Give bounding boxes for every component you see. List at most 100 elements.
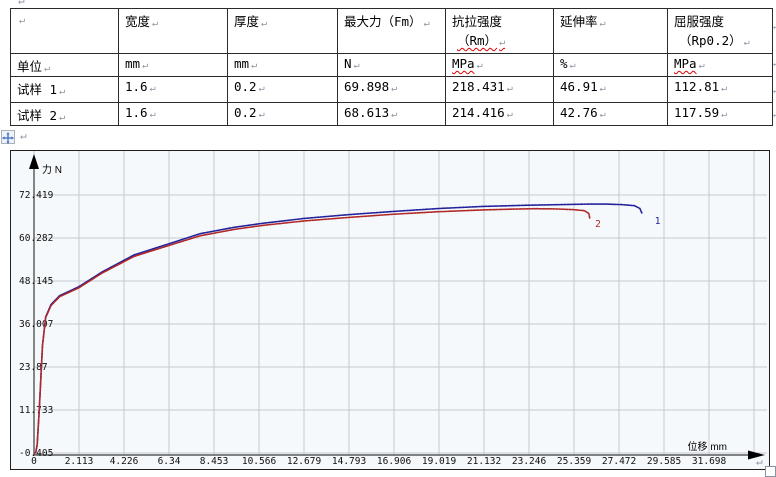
- header-cell[interactable]: 厚度 ↵: [227, 8, 338, 54]
- grid-lines: [33, 151, 767, 455]
- header-cell[interactable]: 屈服强度 （Rp0.2） ↵: [667, 8, 773, 54]
- cell-text: 68.613: [344, 105, 390, 120]
- resize-handle-square[interactable]: [765, 466, 776, 477]
- curve-label-2: 2: [595, 219, 601, 230]
- y-tick-label: 11.733: [19, 405, 53, 416]
- axes: [29, 154, 765, 460]
- x-tick-label: 0: [31, 456, 37, 467]
- header-text: 屈服强度: [674, 14, 725, 29]
- end-of-cell-mark: ↵: [251, 60, 258, 71]
- end-of-cell-mark: ↵: [721, 83, 728, 94]
- end-of-cell-mark: ↵: [44, 63, 51, 74]
- end-of-cell-mark: ↵: [743, 37, 750, 48]
- value-cell[interactable]: 68.613 ↵: [337, 102, 446, 126]
- header-cell[interactable]: 宽度 ↵: [118, 8, 228, 54]
- cell-text: 试样 1: [17, 82, 58, 97]
- tick-labels: 72.419 60.282 48.145 36.007 23.87 11.733 -0.40…: [19, 190, 727, 467]
- header-text: （Rm） ↵: [457, 33, 506, 48]
- header-cell[interactable]: 抗拉强度 （Rm） ↵: [445, 8, 554, 54]
- paragraph-mark: ↵: [20, 129, 27, 142]
- end-of-cell-mark: ↵: [506, 83, 513, 94]
- value-cell[interactable]: 1.6 ↵: [118, 76, 228, 103]
- x-tick-label: 31.698: [692, 456, 727, 467]
- cell-text: MPa: [674, 56, 697, 71]
- chart-canvas: 72.419 60.282 48.145 36.007 23.87 11.733 -0.40…: [19, 151, 767, 467]
- x-tick-label: 12.679: [287, 456, 322, 467]
- end-of-cell-mark: ↵: [59, 112, 66, 123]
- value-cell[interactable]: 1.6 ↵: [118, 102, 228, 126]
- end-of-cell-mark: ↵: [499, 37, 506, 48]
- header-cell[interactable]: 最大力（Fm） ↵: [337, 8, 446, 54]
- unit-cell[interactable]: 单位 ↵: [10, 53, 119, 77]
- end-of-cell-mark: ↵: [569, 60, 576, 71]
- results-table: ↵ 宽度 ↵ 厚度 ↵ 最大力（Fm） ↵ 抗拉强度 （Rm） ↵ 延伸率 ↵ 屈服强度 （Rp0.2） ↵…: [10, 8, 773, 126]
- x-tick-label: 14.793: [332, 456, 366, 467]
- value-cell[interactable]: 214.416 ↵: [445, 102, 554, 126]
- value-cell[interactable]: 117.59 ↵: [667, 102, 773, 126]
- cell-text: 1.6: [125, 105, 148, 120]
- end-of-cell-mark: ↵: [599, 18, 606, 29]
- end-of-cell-mark: ↵: [353, 60, 360, 71]
- x-tick-label: 16.906: [377, 456, 412, 467]
- header-text: 抗拉强度: [452, 14, 503, 29]
- end-of-cell-mark: ↵: [698, 60, 705, 71]
- end-of-cell-mark: ↵: [19, 15, 26, 26]
- unit-cell[interactable]: % ↵: [553, 53, 668, 77]
- end-of-row-mark: ↵: [773, 110, 776, 120]
- unit-cell[interactable]: mm ↵: [227, 53, 338, 77]
- value-cell[interactable]: 0.2 ↵: [227, 76, 338, 103]
- end-of-row-mark: ↵: [773, 59, 776, 69]
- x-tick-label: 19.019: [422, 456, 457, 467]
- cell-text: 69.898: [344, 79, 390, 94]
- paragraph-mark: ↵: [756, 455, 763, 468]
- curve-label-1: 1: [655, 216, 661, 227]
- cell-text: 112.81: [674, 79, 720, 94]
- x-tick-label: 6.34: [158, 456, 181, 467]
- unit-cell[interactable]: N ↵: [337, 53, 446, 77]
- four-way-arrow-icon: [2, 132, 14, 144]
- y-tick-label: 60.282: [19, 233, 53, 244]
- end-of-cell-mark: ↵: [261, 18, 268, 29]
- value-cell[interactable]: 46.91 ↵: [553, 76, 668, 103]
- value-cell[interactable]: 0.2 ↵: [227, 102, 338, 126]
- y-tick-label: 23.87: [19, 362, 48, 373]
- force-displacement-chart[interactable]: 72.419 60.282 48.145 36.007 23.87 11.733 -0.40…: [10, 150, 770, 470]
- x-tick-label: 10.566: [242, 456, 277, 467]
- header-text: 延伸率: [560, 14, 598, 29]
- y-tick-label: 36.007: [19, 319, 53, 330]
- cell-text: MPa: [452, 56, 475, 71]
- end-of-cell-mark: ↵: [142, 60, 149, 71]
- value-cell[interactable]: 218.431 ↵: [445, 76, 554, 103]
- cell-text: N: [344, 56, 352, 71]
- header-text: 宽度: [125, 14, 151, 29]
- end-of-row-mark: ↵: [773, 22, 776, 32]
- end-of-cell-mark: ↵: [599, 109, 606, 120]
- curve-sample-2: [33, 207, 591, 454]
- value-cell[interactable]: 试样 1 ↵: [10, 76, 119, 103]
- cell-text: 0.2: [234, 79, 257, 94]
- value-cell[interactable]: 112.81 ↵: [667, 76, 773, 103]
- end-of-cell-mark: ↵: [391, 109, 398, 120]
- y-tick-label: 72.419: [19, 190, 54, 201]
- x-tick-label: 21.132: [467, 456, 501, 467]
- paragraph-mark: ↵: [18, 0, 25, 7]
- data-series: 12: [33, 203, 661, 454]
- value-cell[interactable]: 试样 2 ↵: [10, 102, 119, 126]
- end-of-row-mark: ↵: [773, 86, 776, 96]
- header-text: 厚度: [234, 14, 260, 29]
- curve-sample-1: [33, 203, 643, 454]
- unit-cell[interactable]: MPa ↵: [667, 53, 773, 77]
- unit-cell[interactable]: MPa ↵: [445, 53, 554, 77]
- value-cell[interactable]: 69.898 ↵: [337, 76, 446, 103]
- value-cell[interactable]: 42.76 ↵: [553, 102, 668, 126]
- unit-cell[interactable]: mm ↵: [118, 53, 228, 77]
- header-cell[interactable]: ↵: [10, 8, 119, 54]
- move-handle-icon[interactable]: [1, 130, 15, 144]
- cell-text: %: [560, 56, 568, 71]
- end-of-cell-mark: ↵: [258, 109, 265, 120]
- header-cell[interactable]: 延伸率 ↵: [553, 8, 668, 54]
- cell-text: mm: [234, 56, 250, 71]
- cell-text: 117.59: [674, 105, 720, 120]
- x-tick-label: 8.453: [200, 456, 229, 467]
